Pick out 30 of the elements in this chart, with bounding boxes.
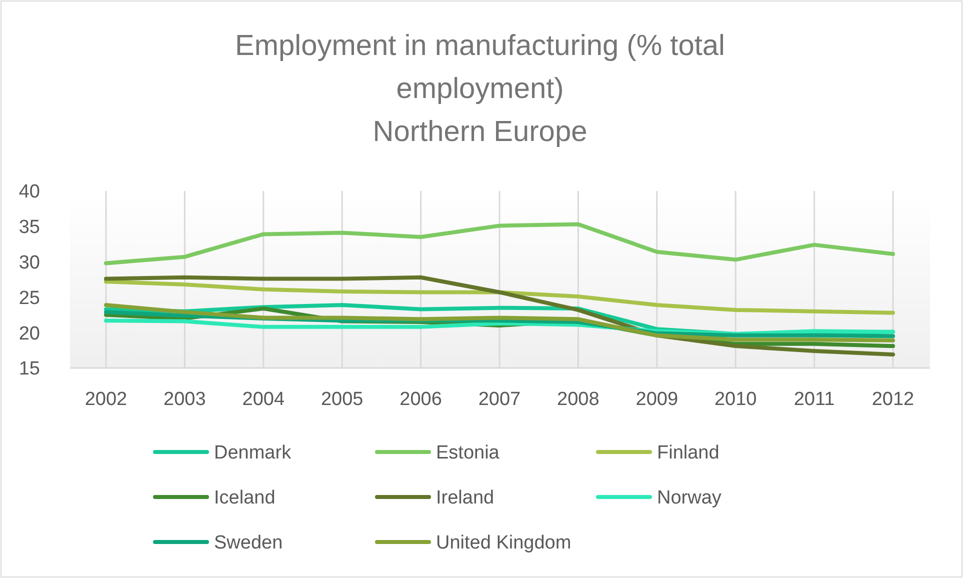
x-tick-label: 2011 (794, 389, 835, 410)
y-tick-label: 20 (18, 323, 40, 344)
y-tick-label: 35 (18, 217, 40, 238)
x-tick-label: 2006 (400, 389, 442, 410)
x-tick-label: 2008 (557, 389, 600, 410)
x-tick-label: 2002 (84, 389, 128, 410)
x-tick-label: 2009 (636, 389, 678, 410)
legend-label: Ireland (436, 488, 494, 509)
x-tick-label: 2012 (872, 389, 914, 410)
line-series (104, 275, 895, 357)
legend-label: Norway (657, 488, 722, 509)
legend-label: Iceland (214, 488, 276, 509)
x-tick-label: 2007 (478, 389, 521, 410)
line-series (104, 280, 895, 315)
y-tick-label: 40 (18, 182, 40, 203)
legend-label: Sweden (214, 532, 283, 554)
x-tick-label: 2003 (164, 389, 206, 410)
chart-title: Employment in manufacturing (% total employment) (235, 30, 725, 105)
legend-label: United Kingdom (436, 532, 572, 554)
line-series (104, 222, 895, 266)
y-tick-label: 25 (18, 288, 40, 309)
x-tick-label: 2004 (242, 389, 285, 410)
x-tick-label: 2010 (714, 389, 757, 410)
legend-label: Denmark (214, 442, 292, 464)
chart-subtitle: Northern Europe (372, 116, 588, 148)
y-tick-label: 30 (18, 252, 40, 274)
x-tick-label: 2005 (320, 389, 364, 410)
y-tick-label: 15 (18, 358, 40, 380)
legend-label: Finland (657, 442, 720, 464)
legend-label: Estonia (436, 442, 500, 464)
